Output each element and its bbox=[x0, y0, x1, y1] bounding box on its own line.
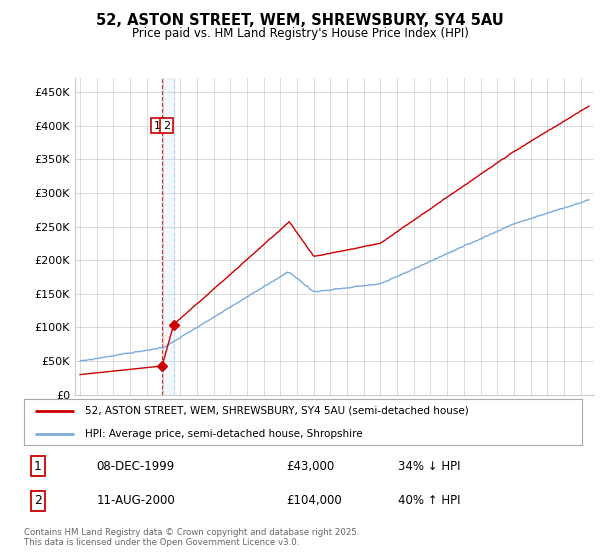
Text: HPI: Average price, semi-detached house, Shropshire: HPI: Average price, semi-detached house,… bbox=[85, 429, 363, 438]
Text: Price paid vs. HM Land Registry's House Price Index (HPI): Price paid vs. HM Land Registry's House … bbox=[131, 27, 469, 40]
Text: 2: 2 bbox=[163, 120, 170, 130]
Text: 11-AUG-2000: 11-AUG-2000 bbox=[97, 494, 175, 507]
Text: £43,000: £43,000 bbox=[286, 460, 335, 473]
Text: 52, ASTON STREET, WEM, SHREWSBURY, SY4 5AU (semi-detached house): 52, ASTON STREET, WEM, SHREWSBURY, SY4 5… bbox=[85, 406, 469, 416]
Text: 1: 1 bbox=[154, 120, 161, 130]
Text: 40% ↑ HPI: 40% ↑ HPI bbox=[398, 494, 460, 507]
Text: 52, ASTON STREET, WEM, SHREWSBURY, SY4 5AU: 52, ASTON STREET, WEM, SHREWSBURY, SY4 5… bbox=[96, 13, 504, 29]
Text: 34% ↓ HPI: 34% ↓ HPI bbox=[398, 460, 460, 473]
Text: 1: 1 bbox=[34, 460, 42, 473]
Text: 08-DEC-1999: 08-DEC-1999 bbox=[97, 460, 175, 473]
Text: Contains HM Land Registry data © Crown copyright and database right 2025.
This d: Contains HM Land Registry data © Crown c… bbox=[24, 528, 359, 547]
Text: 2: 2 bbox=[34, 494, 42, 507]
Text: £104,000: £104,000 bbox=[286, 494, 342, 507]
Bar bbox=[162, 78, 173, 395]
